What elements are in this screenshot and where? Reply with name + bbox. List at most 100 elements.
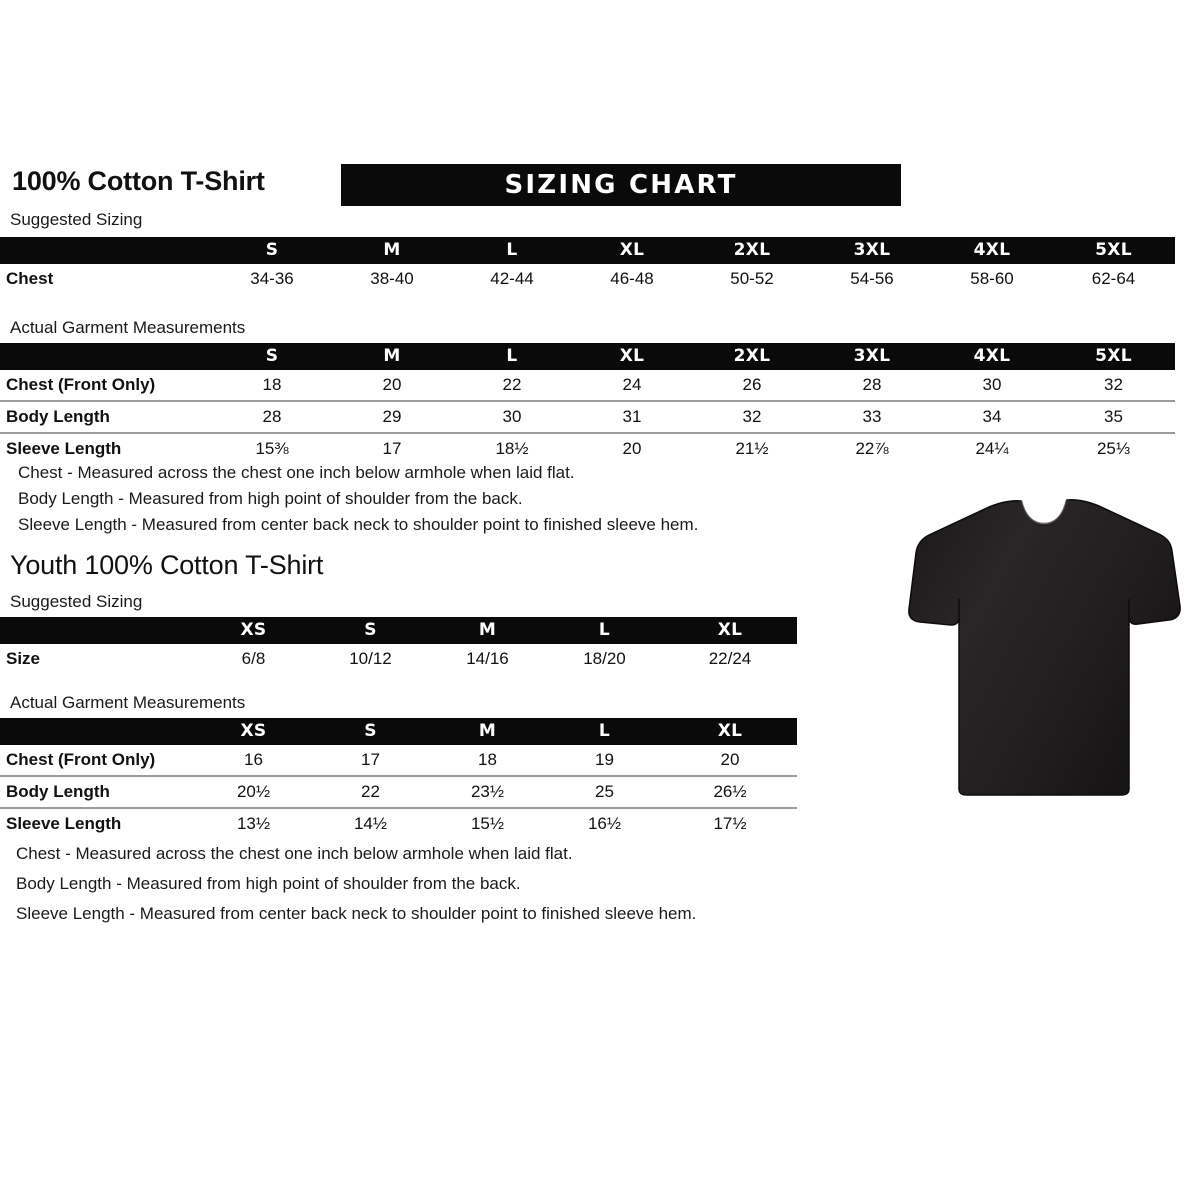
cell-value: 18 — [262, 375, 282, 394]
cell-value: 19 — [595, 750, 614, 769]
cell-value: 10/12 — [349, 649, 392, 668]
row-label: Chest — [6, 269, 54, 288]
header-corner — [0, 617, 195, 644]
column-header: XS — [240, 620, 267, 640]
header-corner — [0, 718, 195, 745]
column-header: 2XL — [733, 346, 771, 366]
cell-value: 33 — [812, 400, 932, 433]
column-header: M — [478, 721, 497, 741]
cell-value: 24¼ — [932, 432, 1052, 464]
cell-value: 17½ — [663, 807, 797, 839]
column-header: 4XL — [973, 240, 1011, 260]
table-row: Chest 34-36 38-40 42-44 46-48 50-52 54-5… — [0, 264, 1175, 294]
cell-value: 20 — [382, 375, 402, 394]
adult-suggested-sizing-table: S M L XL 2XL 3XL 4XL 5XL Chest 34-36 38-… — [0, 237, 1175, 294]
column-header: S — [265, 346, 279, 366]
cell-value: 15½ — [429, 807, 546, 839]
table-row: Size 6/8 10/12 14/16 18/20 22/24 — [0, 644, 797, 674]
table-row: Sleeve Length 13½ 14½ 15½ 16½ 17½ — [0, 807, 797, 839]
cell-value: 18 — [478, 750, 497, 769]
column-header: 3XL — [853, 346, 891, 366]
row-label: Chest (Front Only) — [6, 750, 156, 769]
youth-garment-measurements-caption: Actual Garment Measurements — [10, 693, 246, 712]
cell-value: 20 — [572, 432, 692, 464]
row-label: Chest (Front Only) — [6, 375, 156, 394]
row-label: Sleeve Length — [0, 807, 195, 839]
column-header: XL — [717, 620, 743, 640]
adult-suggested-sizing-caption: Suggested Sizing — [10, 210, 143, 229]
youth-garment-measurements-table: XS S M L XL Chest (Front Only) 16 17 18 … — [0, 718, 797, 839]
cell-value: 25⅓ — [1052, 432, 1175, 464]
cell-value: 46-48 — [610, 269, 654, 288]
row-label: Sleeve Length — [0, 432, 212, 464]
cell-value: 30 — [982, 375, 1002, 394]
cell-value: 50-52 — [730, 269, 774, 288]
adult-note-sleeve-length: Sleeve Length - Measured from center bac… — [18, 515, 699, 534]
cell-value: 26½ — [663, 775, 797, 808]
column-header: L — [506, 346, 518, 366]
cell-value: 20 — [720, 750, 740, 769]
youth-suggested-sizing-table: XS S M L XL Size 6/8 10/12 14/16 18/20 2… — [0, 617, 797, 674]
column-header: S — [364, 620, 377, 640]
column-header: M — [383, 240, 401, 260]
cell-value: 31 — [572, 400, 692, 433]
table-row: Body Length 20½ 22 23½ 25 26½ — [0, 775, 797, 808]
cell-value: 28 — [212, 400, 332, 433]
column-header: 4XL — [973, 346, 1011, 366]
column-header: S — [364, 721, 377, 741]
cell-value: 42-44 — [490, 269, 534, 288]
column-header: XS — [240, 721, 267, 741]
cell-value: 22⅞ — [812, 432, 932, 464]
adult-note-chest: Chest - Measured across the chest one in… — [18, 463, 575, 482]
cell-value: 32 — [1104, 375, 1123, 394]
cell-value: 16 — [244, 750, 263, 769]
table-header-row: S M L XL 2XL 3XL 4XL 5XL — [0, 237, 1175, 264]
column-header: S — [265, 240, 279, 260]
sizing-chart-banner: SIZING CHART — [341, 164, 901, 206]
column-header: L — [506, 240, 518, 260]
tshirt-product-image — [893, 473, 1193, 813]
row-label: Size — [6, 649, 41, 668]
youth-note-body-length: Body Length - Measured from high point o… — [16, 874, 521, 893]
cell-value: 14/16 — [466, 649, 509, 668]
cell-value: 13½ — [195, 807, 312, 839]
header-corner — [0, 237, 212, 264]
cell-value: 20½ — [195, 775, 312, 808]
cell-value: 29 — [332, 400, 452, 433]
cell-value: 54-56 — [850, 269, 894, 288]
header-corner — [0, 343, 212, 370]
column-header: L — [598, 721, 611, 741]
table-row: Chest (Front Only) 18 20 22 24 26 28 30 … — [0, 370, 1175, 401]
adult-garment-measurements-table: S M L XL 2XL 3XL 4XL 5XL Chest (Front On… — [0, 343, 1175, 464]
row-label: Body Length — [0, 775, 195, 808]
cell-value: 18/20 — [583, 649, 626, 668]
cell-value: 34 — [932, 400, 1052, 433]
adult-garment-measurements-caption: Actual Garment Measurements — [10, 318, 246, 337]
cell-value: 25 — [546, 775, 663, 808]
row-label: Body Length — [0, 400, 212, 433]
cell-value: 17 — [332, 432, 452, 464]
cell-value: 24 — [622, 375, 642, 394]
column-header: M — [478, 620, 497, 640]
youth-product-title: Youth 100% Cotton T-Shirt — [10, 550, 324, 580]
column-header: 2XL — [733, 240, 771, 260]
column-header: XL — [619, 346, 645, 366]
column-header: L — [598, 620, 611, 640]
cell-value: 22 — [502, 375, 522, 394]
table-header-row: S M L XL 2XL 3XL 4XL 5XL — [0, 343, 1175, 370]
column-header: M — [383, 346, 401, 366]
youth-note-chest: Chest - Measured across the chest one in… — [16, 844, 573, 863]
product-title: 100% Cotton T-Shirt — [12, 166, 265, 196]
cell-value: 28 — [862, 375, 882, 394]
column-header: 5XL — [1095, 240, 1132, 260]
table-row: Body Length 28 29 30 31 32 33 34 35 — [0, 400, 1175, 433]
adult-note-body-length: Body Length - Measured from high point o… — [18, 489, 523, 508]
cell-value: 21½ — [692, 432, 812, 464]
cell-value: 15⅜ — [212, 432, 332, 464]
sizing-chart-banner-label: SIZING CHART — [504, 170, 738, 200]
column-header: 5XL — [1095, 346, 1132, 366]
cell-value: 32 — [692, 400, 812, 433]
cell-value: 30 — [452, 400, 572, 433]
table-row: Chest (Front Only) 16 17 18 19 20 — [0, 745, 797, 776]
cell-value: 58-60 — [970, 269, 1014, 288]
